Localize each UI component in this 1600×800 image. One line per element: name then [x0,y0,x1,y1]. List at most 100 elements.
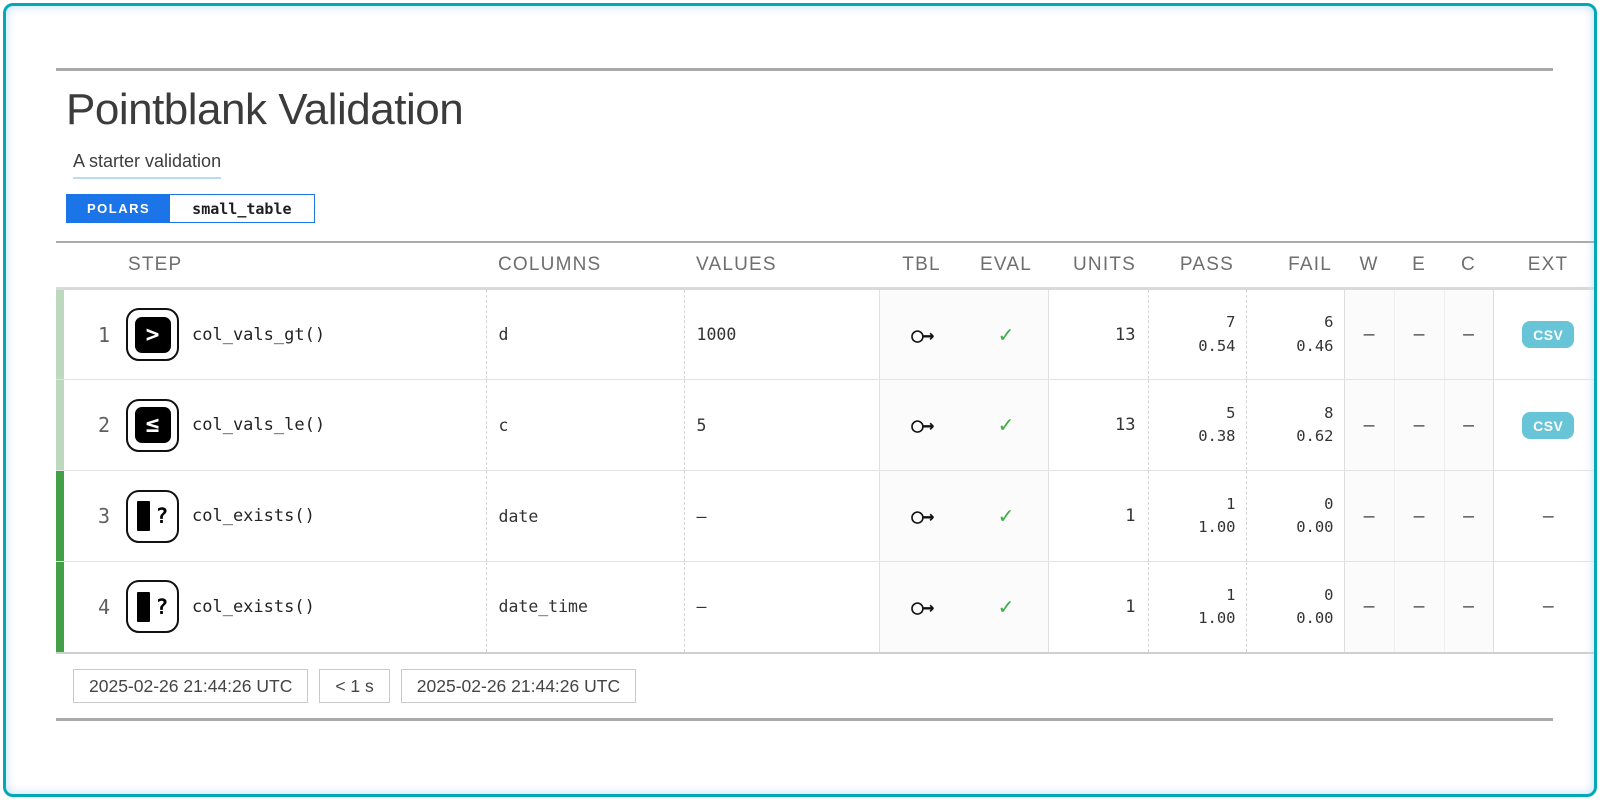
col-header-fail: FAIL [1246,241,1345,290]
step-number: 2 [64,379,126,471]
fail-cell: 8 0.62 [1245,379,1345,471]
error-cell: — [1393,379,1445,471]
end-time: 2025-02-26 21:44:26 UTC [400,668,637,703]
pass-cell: 7 0.54 [1147,288,1247,380]
col-vals-le-icon: ≤ [126,398,179,452]
units-cell: 1 [1048,470,1149,562]
error-cell: — [1393,470,1445,562]
col-header-w: W [1344,241,1395,290]
units-cell: 1 [1048,561,1149,654]
col-header-step: STEP [56,241,487,290]
columns-cell: date_time [485,561,685,654]
values-cell: — [683,470,880,562]
critical-cell: — [1443,379,1494,471]
assertion-name: col_vals_le() [192,415,326,435]
col-header-ext: EXT [1493,241,1594,290]
question-glyph: ? [155,594,169,619]
ext-cell: CSV [1493,379,1594,471]
col-header-c: C [1444,241,1494,290]
step-number: 1 [64,288,126,380]
top-rule [56,68,1553,71]
ext-cell: — [1493,561,1594,654]
col-exists-icon: ? [126,489,179,543]
assertion-name: col_vals_gt() [192,324,326,345]
pass-cell: 5 0.38 [1147,379,1247,471]
question-glyph: ? [155,504,169,528]
error-cell: — [1393,288,1445,380]
units-cell: 13 [1048,379,1149,471]
assertion-name: col_exists() [192,596,315,617]
col-header-values: VALUES [684,241,880,290]
values-cell: 1000 [683,288,880,380]
warn-cell: — [1343,470,1395,562]
column-bar-glyph [136,501,150,531]
severity-strip [56,288,64,380]
fail-cell: 6 0.46 [1245,288,1345,380]
col-header-units: UNITS [1048,241,1149,290]
validation-report: Pointblank Validation A starter validati… [56,6,1594,721]
operator-glyph: > [134,316,171,353]
eval-check-icon: ✓ [964,470,1049,562]
table-header-row: STEP COLUMNS VALUES TBL EVAL UNITS PASS … [56,241,1594,290]
error-cell: — [1393,561,1445,654]
ext-empty: — [1542,505,1554,527]
validation-step-row: 4 ? col_exists() date_time — ○→ ✓ 1 1 1.0… [56,561,1594,654]
warn-cell: — [1343,561,1395,654]
ext-cell: — [1493,470,1594,562]
tbl-unchanged-icon: ○→ [878,470,965,562]
eval-check-icon: ✓ [964,561,1049,654]
severity-strip [56,379,64,471]
assertion-name: col_exists() [192,506,315,526]
warn-cell: — [1343,288,1395,380]
severity-strip [56,470,64,562]
col-vals-gt-icon: > [126,308,179,361]
values-cell: 5 [683,379,880,471]
column-bar-glyph [136,591,150,622]
engine-badge: POLARS [67,195,171,222]
tbl-unchanged-icon: ○→ [878,379,965,471]
duration: < 1 s [319,668,390,703]
columns-cell: c [485,379,685,471]
report-frame: Pointblank Validation A starter validati… [3,3,1597,797]
report-footer: 2025-02-26 21:44:26 UTC < 1 s 2025-02-26… [73,668,1553,703]
tbl-unchanged-icon: ○→ [878,561,965,654]
warn-cell: — [1343,379,1395,471]
step-number: 4 [64,561,126,654]
validation-table: STEP COLUMNS VALUES TBL EVAL UNITS PASS … [56,241,1594,654]
severity-strip [56,561,64,654]
columns-cell: date [485,470,685,562]
ext-cell: CSV [1493,288,1594,380]
critical-cell: — [1443,470,1494,562]
pass-cell: 1 1.00 [1147,470,1247,562]
columns-cell: d [485,288,685,380]
eval-check-icon: ✓ [964,288,1049,380]
step-number: 3 [64,470,126,562]
tbl-unchanged-icon: ○→ [878,288,965,380]
units-cell: 13 [1048,288,1149,380]
eval-check-icon: ✓ [964,379,1049,471]
page-title: Pointblank Validation [66,85,464,134]
step-cell: ? col_exists() [126,489,486,543]
critical-cell: — [1443,288,1494,380]
operator-glyph: ≤ [134,407,171,443]
validation-step-row: 3 ? col_exists() date — ○→ ✓ 1 1 1.00 0 0.… [56,470,1594,562]
col-header-e: E [1394,241,1445,290]
step-cell: ? col_exists() [126,580,486,634]
csv-export-button[interactable]: CSV [1522,411,1575,439]
validation-step-row: 1 > col_vals_gt() d 1000 ○→ ✓ 13 7 0.54 6… [56,288,1594,380]
col-exists-icon: ? [126,580,179,634]
values-cell: — [683,561,880,654]
ext-empty: — [1542,596,1554,618]
report-subtitle: A starter validation [73,151,222,179]
table-name-badge: small_table [170,195,314,222]
step-cell: ≤ col_vals_le() [126,398,486,452]
start-time: 2025-02-26 21:44:26 UTC [73,668,309,703]
col-header-columns: COLUMNS [486,241,685,290]
source-badges: POLARS small_table [66,194,315,223]
fail-cell: 0 0.00 [1245,470,1345,562]
pass-cell: 1 1.00 [1147,561,1247,654]
csv-export-button[interactable]: CSV [1522,321,1575,348]
validation-step-row: 2 ≤ col_vals_le() c 5 ○→ ✓ 13 5 0.38 8 0.6… [56,379,1594,471]
fail-cell: 0 0.00 [1245,561,1345,654]
step-cell: > col_vals_gt() [126,308,486,361]
